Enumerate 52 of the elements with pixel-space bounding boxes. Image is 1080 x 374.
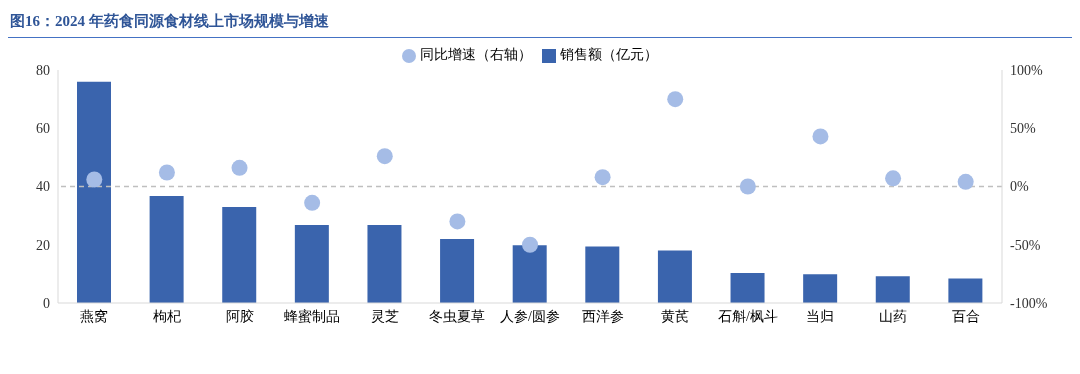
bar (440, 238, 475, 303)
bar (294, 224, 329, 303)
x-tick-label: 当归 (806, 308, 835, 324)
x-tick-label: 阿胶 (225, 308, 254, 324)
x-tick-label: 石斛/枫斗 (717, 308, 778, 324)
x-tick-label: 蜂蜜制品 (284, 308, 341, 324)
point (449, 213, 466, 230)
y-tick-label: 40 (36, 179, 50, 195)
point (957, 173, 974, 190)
bar (512, 245, 547, 303)
x-tick-label: 枸杞 (152, 308, 181, 324)
x-tick-label: 山药 (879, 308, 908, 324)
bar (149, 196, 184, 303)
bar (367, 224, 402, 303)
point (231, 159, 248, 176)
x-tick-label: 燕窝 (80, 308, 109, 324)
point (522, 236, 538, 253)
bar (77, 81, 111, 303)
bar (730, 273, 765, 303)
x-tick-label: 人参/圆参 (500, 308, 560, 324)
y-tick-label: 60 (36, 121, 50, 137)
y-tick-label: 20 (36, 237, 50, 253)
y2-tick-label: -50% (1010, 237, 1041, 253)
y-tick-label: 0 (43, 295, 50, 311)
y2-tick-label: 50% (1010, 121, 1036, 137)
y2-tick-label: 0% (1010, 179, 1029, 195)
chart-title: 图16：2024 年药食同源食材线上市场规模与增速 (8, 8, 1072, 38)
x-tick-label: 黄芪 (661, 308, 690, 324)
x-tick-label: 冬虫夏草 (429, 308, 486, 324)
x-tick-label: 灵芝 (370, 308, 399, 324)
bar (222, 206, 257, 303)
y-tick-label: 80 (36, 62, 50, 78)
point (158, 164, 175, 181)
x-tick-label: 百合 (951, 308, 980, 324)
bar (657, 250, 692, 303)
point (812, 128, 829, 145)
bar (803, 274, 838, 303)
point (739, 178, 756, 195)
point (885, 170, 902, 187)
y2-tick-label: 100% (1010, 62, 1043, 78)
point (376, 148, 393, 165)
point (667, 91, 684, 108)
point (304, 194, 321, 211)
legend-label: 同比增速（右轴） (420, 47, 532, 62)
bar (585, 246, 620, 303)
point (594, 169, 611, 186)
y2-tick-label: -100% (1010, 295, 1048, 311)
bar (948, 278, 983, 303)
x-tick-label: 西洋参 (581, 308, 624, 324)
bar (875, 276, 910, 303)
point (86, 171, 103, 188)
legend-label: 销售额（亿元） (560, 47, 658, 62)
